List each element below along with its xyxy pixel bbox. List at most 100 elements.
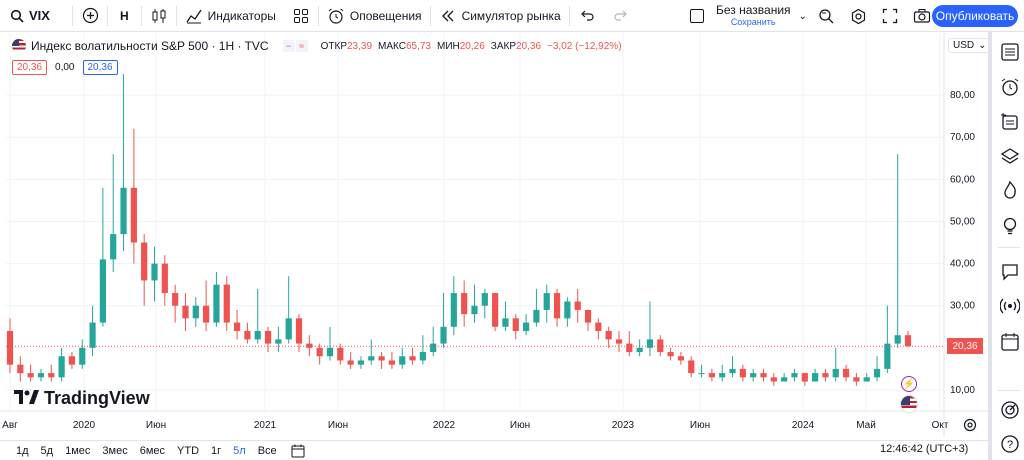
range-button[interactable]: 3мес	[102, 444, 128, 457]
chart-type-button[interactable]	[142, 0, 176, 32]
candle-body	[68, 356, 76, 365]
candle-body	[492, 293, 499, 327]
layers-icon[interactable]	[998, 144, 1022, 168]
chevron-down-icon: ⌄	[978, 40, 987, 51]
settings-button[interactable]	[842, 0, 874, 32]
candle-body	[904, 335, 912, 347]
chart-pane[interactable]: 10,0020,0030,0040,0050,0060,0070,0080,00…	[0, 33, 992, 437]
fullscreen-button[interactable]	[874, 0, 906, 32]
chat-icon[interactable]	[998, 260, 1022, 284]
sidebar-divider	[998, 247, 1020, 248]
object-tree-icon[interactable]	[998, 110, 1022, 134]
candle-body	[233, 322, 241, 331]
watchlist-icon[interactable]	[998, 40, 1022, 64]
indicators-label: Индикаторы	[207, 8, 276, 23]
candle-body	[461, 293, 468, 315]
lightning-event-icon[interactable]: ⚡	[901, 376, 917, 392]
candle-body	[316, 347, 323, 357]
candle-body	[626, 343, 633, 353]
ideas-bulb-icon[interactable]	[998, 214, 1022, 238]
alarm-clock-icon	[327, 7, 345, 25]
range-button[interactable]: Все	[257, 444, 277, 457]
x-tick-label: 2024	[792, 420, 815, 431]
candle-body	[770, 377, 777, 382]
indicators-button[interactable]: Индикаторы	[177, 0, 284, 32]
search-icon	[8, 7, 26, 25]
sell-price-box[interactable]: 20,36	[12, 60, 48, 75]
symbol-search[interactable]: VIX	[0, 0, 72, 32]
candle-body	[306, 343, 313, 348]
x-tick-label: Июн	[146, 420, 166, 431]
eye-toggle-icon[interactable]: −	[282, 40, 295, 52]
layout-save-status: Сохранить	[730, 17, 776, 27]
tv-logo-icon	[14, 388, 40, 409]
candle-body	[574, 301, 581, 310]
divider	[107, 5, 108, 26]
hotlist-fire-icon[interactable]	[998, 178, 1022, 202]
currency-select[interactable]: USD ⌄	[948, 38, 992, 53]
legend-title[interactable]: Индекс волатильности S&P 500 · 1H · TVC	[31, 39, 269, 53]
scale-settings-icon[interactable]	[961, 416, 979, 434]
wave-toggle-icon[interactable]: ≈	[295, 40, 308, 52]
y-tick-label: 40,00	[950, 259, 975, 270]
layout-checkbox[interactable]	[690, 9, 704, 23]
buy-price-box[interactable]: 20,36	[82, 60, 118, 75]
range-button[interactable]: 6мес	[139, 444, 166, 457]
range-button[interactable]: YTD	[177, 444, 200, 457]
replay-button[interactable]: Симулятор рынка	[431, 0, 569, 32]
candle-body	[58, 356, 65, 378]
candle-body	[688, 360, 695, 374]
candle-body	[203, 305, 210, 323]
layout-menu[interactable]: Без названия Сохранить ⌄	[690, 0, 807, 32]
range-button[interactable]: 1г	[211, 444, 222, 457]
publish-button[interactable]: Опубликовать	[932, 5, 1018, 27]
candle-body	[791, 373, 798, 378]
calendar-icon[interactable]	[998, 330, 1022, 354]
svg-text:?: ?	[1007, 439, 1013, 451]
bottom-toolbar: 1д 5д 1мес 3мес 6мес YTD 1г 5л Все 12:46:42 (UTC…	[0, 440, 988, 460]
target-icon[interactable]	[998, 398, 1022, 422]
y-tick-label: 50,00	[950, 216, 975, 227]
range-button[interactable]: 1мес	[65, 444, 91, 457]
quick-search-icon	[817, 7, 835, 25]
broadcast-icon[interactable]	[998, 294, 1022, 318]
calendar-range-icon[interactable]	[291, 444, 305, 458]
range-button[interactable]: 5д	[40, 444, 54, 457]
candle-body	[172, 293, 179, 306]
candle-body	[615, 339, 623, 344]
undo-button[interactable]	[570, 0, 604, 32]
candle-body	[182, 305, 189, 319]
help-icon[interactable]: ?	[998, 432, 1022, 456]
alerts-button[interactable]: Оповещения	[319, 0, 430, 32]
tradingview-logo[interactable]: TradingView	[14, 388, 150, 409]
candle-body	[512, 318, 519, 331]
candle-body	[326, 347, 334, 357]
candle-body	[347, 360, 354, 365]
templates-button[interactable]	[284, 0, 318, 32]
candle-body	[110, 234, 117, 260]
chart-canvas[interactable]: 10,0020,0030,0040,0050,0060,0070,0080,00…	[0, 33, 988, 437]
clock-timezone[interactable]: 12:46:42 (UTC+3)	[880, 443, 969, 455]
open-value: 23,39	[347, 40, 373, 52]
us-event-flag-icon[interactable]	[900, 395, 918, 413]
candle-body	[244, 330, 251, 340]
candle-body	[368, 356, 375, 361]
compare-button[interactable]	[73, 0, 107, 32]
x-tick-label: Июн	[690, 420, 710, 431]
candle-body	[79, 347, 86, 365]
candle-body	[357, 360, 365, 365]
y-tick-label: 80,00	[950, 90, 975, 101]
x-tick-label: Окт	[932, 420, 949, 431]
range-button[interactable]: 1д	[16, 444, 29, 457]
y-tick-label: 30,00	[950, 301, 975, 312]
candle-body	[667, 352, 674, 357]
interval-button[interactable]: H	[108, 0, 141, 32]
snapshot-button[interactable]	[906, 0, 938, 32]
range-button[interactable]: 5л	[233, 444, 246, 457]
quick-search-button[interactable]	[810, 0, 842, 32]
redo-button[interactable]	[604, 0, 638, 32]
candle-body	[708, 373, 715, 378]
alarm-clock-icon[interactable]	[998, 75, 1022, 99]
candle-body	[161, 263, 168, 294]
range-buttons: 1д 5д 1мес 3мес 6мес YTD 1г 5л Все	[10, 445, 283, 457]
